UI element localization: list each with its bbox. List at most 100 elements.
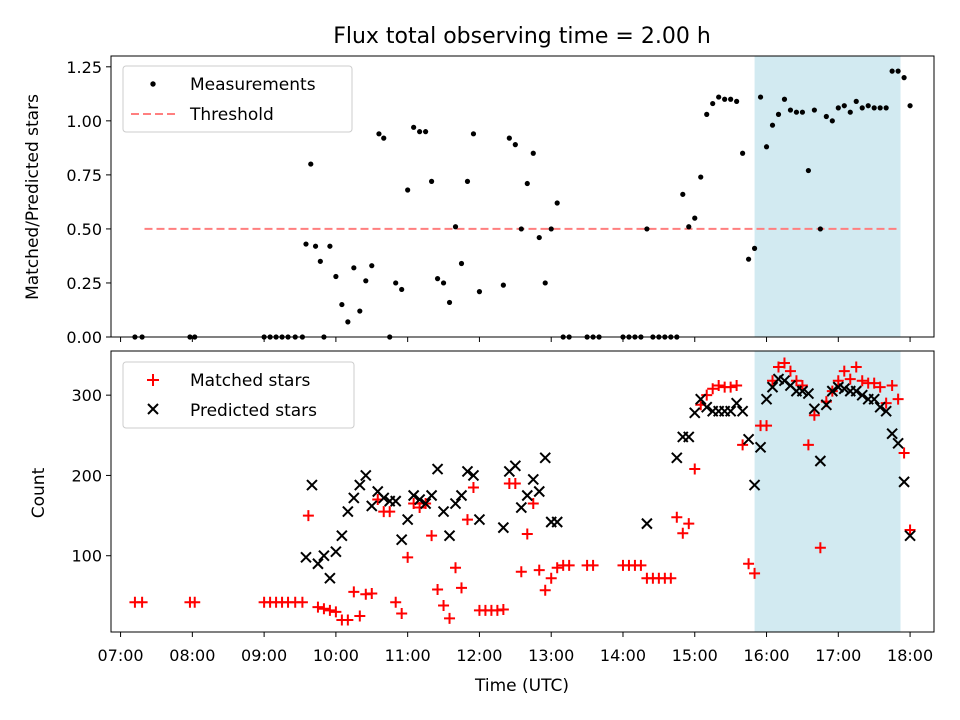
measurement-point xyxy=(734,98,740,104)
measurement-point xyxy=(357,308,363,314)
matched-star-point xyxy=(683,518,695,530)
x-tick-label: 08:00 xyxy=(169,646,215,665)
predicted-star-point xyxy=(671,452,683,464)
measurement-point xyxy=(548,226,554,232)
measurement-point xyxy=(865,103,871,109)
matched-star-point xyxy=(455,582,467,594)
predicted-star-point xyxy=(533,485,545,498)
measurement-point xyxy=(351,265,357,271)
predicted-star-point xyxy=(527,473,539,486)
predicted-star-point xyxy=(461,465,474,478)
x-tick-label: 18:00 xyxy=(887,646,933,665)
measurement-point xyxy=(530,150,536,156)
y-tick-label: 0.25 xyxy=(66,274,102,293)
measurement-point xyxy=(312,243,319,249)
predicted-star-point xyxy=(413,493,426,506)
matched-star-point xyxy=(856,375,868,387)
measurement-point xyxy=(518,226,524,232)
measurement-point xyxy=(793,109,800,115)
matched-star-point xyxy=(892,393,904,405)
matched-star-point xyxy=(808,409,820,421)
measurement-point xyxy=(542,280,548,286)
matched-star-point xyxy=(671,511,683,523)
matched-star-point xyxy=(563,559,575,571)
measurement-point xyxy=(393,280,399,286)
measurement-point xyxy=(446,299,453,306)
matched-star-point xyxy=(707,383,719,395)
predicted-star-point xyxy=(330,546,342,558)
predicted-star-point xyxy=(455,489,468,502)
top-legend-box xyxy=(122,65,353,133)
measurement-point xyxy=(757,94,764,100)
measurement-point xyxy=(317,258,323,264)
matched-star-point xyxy=(850,361,862,373)
matched-star-point xyxy=(886,380,898,392)
matched-star-point xyxy=(880,397,892,409)
matched-star-point xyxy=(342,614,354,626)
matched-star-point xyxy=(348,586,360,598)
matched-star-point xyxy=(312,601,324,613)
matched-star-point xyxy=(189,596,201,608)
predicted-star-point xyxy=(808,403,821,415)
predicted-star-point xyxy=(378,492,390,504)
measurement-point xyxy=(722,96,728,102)
matched-star-point xyxy=(784,365,796,377)
predicted-star-point xyxy=(431,463,444,475)
predicted-star-point xyxy=(736,405,749,417)
predicted-star-point xyxy=(886,427,898,440)
predicted-star-point xyxy=(539,452,551,464)
measurement-point xyxy=(901,75,907,81)
predicted-star-point xyxy=(515,501,528,514)
matched-star-point xyxy=(731,380,743,392)
legend-matched-label: Matched stars xyxy=(190,371,310,391)
measurement-point xyxy=(339,301,345,308)
highlight-span xyxy=(754,56,901,337)
measurement-point xyxy=(895,68,901,74)
predicted-star-point xyxy=(683,431,695,443)
axes-frame xyxy=(110,55,935,338)
matched-star-point xyxy=(814,542,826,554)
predicted-star-point xyxy=(342,505,354,518)
measurement-point xyxy=(829,118,835,124)
measurement-point xyxy=(554,200,560,206)
measurement-point xyxy=(644,226,650,232)
matched-star-point xyxy=(497,604,509,616)
measurement-point xyxy=(680,191,686,197)
predicted-star-point xyxy=(401,513,414,526)
measurement-point xyxy=(704,111,710,117)
measurement-point xyxy=(847,109,853,115)
predicted-star-point xyxy=(856,389,868,401)
x-tick-label: 11:00 xyxy=(385,646,431,665)
measurement-point xyxy=(434,276,441,282)
legend-predicted-marker xyxy=(147,403,159,415)
measurement-point xyxy=(745,256,752,262)
predicted-star-point xyxy=(874,401,886,413)
predicted-star-point xyxy=(425,489,438,502)
predicted-star-point xyxy=(449,497,462,510)
matched-star-point xyxy=(545,572,557,584)
matched-star-point xyxy=(515,566,527,578)
legend-measurement-dot xyxy=(150,81,156,87)
predicted-star-point xyxy=(306,479,318,491)
measurement-point xyxy=(536,234,542,241)
x-tick-label: 09:00 xyxy=(241,646,287,665)
measurement-point xyxy=(500,282,506,288)
x-tick-label: 16:00 xyxy=(743,646,789,665)
measurement-point xyxy=(345,319,351,325)
matched-star-point xyxy=(749,567,761,579)
measurement-point xyxy=(524,180,530,187)
bottom-y-axis-label: Count xyxy=(29,467,49,518)
predicted-star-point xyxy=(742,433,755,446)
predicted-star-point xyxy=(366,500,378,512)
y-tick-label: 200 xyxy=(71,466,102,485)
measurement-point xyxy=(841,103,847,109)
predicted-star-point xyxy=(898,476,910,488)
measurement-point xyxy=(308,161,314,167)
x-axis-label: Time (UTC) xyxy=(474,676,569,696)
predicted-star-point xyxy=(730,397,743,409)
bottom-legend-box xyxy=(122,361,355,429)
matched-star-point xyxy=(904,524,916,536)
legend-predicted-label: Predicted stars xyxy=(190,401,317,421)
predicted-star-point xyxy=(820,399,833,411)
predicted-star-point xyxy=(701,401,713,413)
